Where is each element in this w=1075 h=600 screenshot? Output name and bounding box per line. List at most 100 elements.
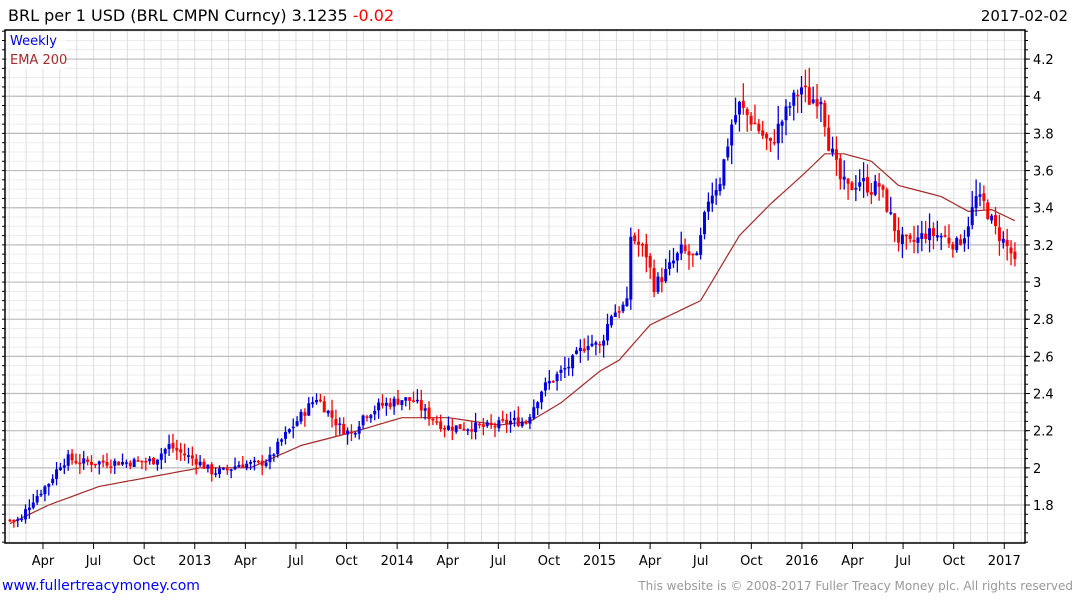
candle-body — [706, 201, 710, 212]
x-tick-label: Oct — [942, 554, 964, 569]
y-tick-label: 3.8 — [1033, 127, 1054, 142]
candle — [718, 177, 722, 196]
candle-body — [462, 428, 466, 431]
candle-body — [144, 460, 148, 463]
candle-body — [93, 463, 97, 466]
candle-body — [613, 312, 617, 317]
candle — [551, 380, 555, 383]
candle-body — [497, 420, 501, 429]
candle — [163, 447, 167, 463]
candle — [928, 213, 932, 253]
y-tick-label: 4.2 — [1033, 53, 1054, 68]
candle — [218, 465, 222, 479]
candle-body — [361, 415, 365, 426]
y-tick-label: 3 — [1033, 276, 1041, 291]
candle — [136, 456, 140, 462]
candle-body — [431, 418, 435, 421]
candle-body — [652, 268, 656, 293]
candle — [493, 422, 497, 438]
candle — [155, 459, 159, 471]
candle — [299, 409, 303, 425]
candle — [334, 409, 338, 437]
candle — [458, 424, 462, 430]
candle-body — [349, 431, 353, 434]
candle-body — [66, 454, 70, 466]
candle-body — [955, 238, 959, 251]
candle-body — [295, 421, 299, 426]
candle — [512, 410, 516, 427]
website-link[interactable]: www.fullertreacymoney.com — [2, 578, 200, 594]
candle-body — [194, 458, 198, 465]
candle — [590, 334, 594, 348]
x-tick-label: 2014 — [381, 554, 414, 569]
candle — [586, 335, 590, 361]
candle — [245, 460, 249, 471]
candle — [264, 459, 268, 468]
candle — [89, 455, 93, 473]
candle — [827, 114, 831, 152]
candle-body — [493, 425, 497, 428]
candle — [772, 129, 776, 146]
candle-body — [827, 127, 831, 151]
legend-ema: EMA 200 — [10, 53, 67, 68]
candle — [233, 457, 237, 471]
candle — [117, 461, 121, 466]
candle-body — [590, 343, 594, 346]
candle-body — [423, 408, 427, 411]
candle-body — [846, 178, 850, 184]
candle — [520, 417, 524, 428]
candle-body — [39, 493, 43, 496]
candle — [140, 460, 144, 470]
candle — [206, 464, 210, 473]
candle-body — [862, 178, 866, 182]
candle — [524, 419, 528, 425]
candle — [380, 394, 384, 409]
candle-body — [970, 207, 974, 226]
candle-body — [485, 422, 489, 426]
candle — [82, 450, 86, 470]
title-text: BRL per 1 USD (BRL CMPN Curncy) 3.1235 — [8, 6, 348, 25]
candle-body — [446, 425, 450, 430]
candle — [113, 458, 117, 475]
candle — [105, 453, 109, 469]
candle — [780, 119, 784, 144]
candle-body — [86, 459, 90, 462]
candle-body — [633, 235, 637, 242]
candle — [47, 483, 51, 496]
candle-body — [516, 417, 520, 426]
candle — [20, 514, 24, 522]
candle-body — [24, 509, 28, 520]
candle-body — [167, 444, 171, 449]
candle-body — [377, 402, 381, 411]
candle-body — [43, 486, 47, 495]
candle-body — [58, 467, 62, 471]
candle — [850, 180, 854, 191]
candle-body — [982, 193, 986, 201]
candle — [505, 413, 509, 434]
candle — [900, 226, 904, 259]
candle-body — [318, 399, 322, 402]
candle — [939, 233, 943, 251]
candle-body — [947, 237, 951, 244]
price-change: -0.02 — [353, 6, 394, 25]
x-tick-label: Jul — [287, 554, 304, 569]
candle-body — [474, 422, 478, 433]
candle — [221, 467, 225, 471]
candle — [574, 347, 578, 355]
candle-body — [648, 255, 652, 268]
candle — [35, 489, 39, 505]
ema-200-line — [9, 153, 1016, 525]
candle-body — [509, 420, 513, 425]
candle — [974, 179, 978, 217]
candle — [842, 160, 846, 190]
candle-body — [699, 235, 703, 255]
candle — [179, 442, 183, 462]
candle-body — [873, 181, 877, 195]
candle — [388, 398, 392, 410]
candle-body — [346, 430, 350, 435]
candle — [761, 120, 765, 140]
candle — [931, 222, 935, 250]
candle-body — [540, 391, 544, 403]
candle — [776, 105, 780, 160]
candle-body — [276, 441, 280, 455]
